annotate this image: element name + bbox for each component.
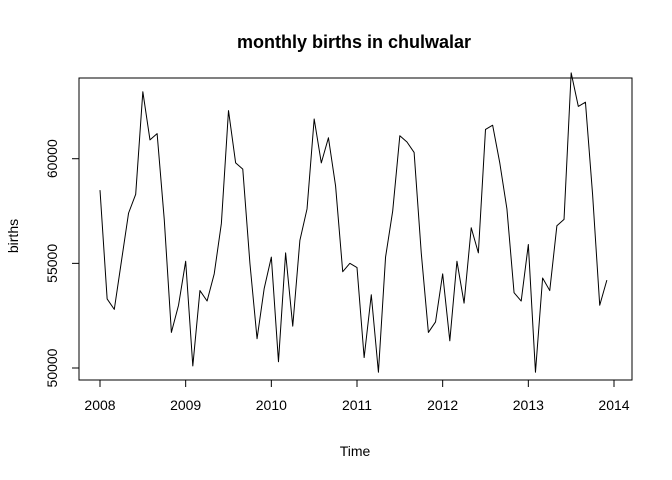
x-axis-label: Time bbox=[340, 443, 371, 459]
y-axis-label: births bbox=[5, 219, 21, 253]
x-axis: 2008 2009 2010 2011 2012 2013 2014 bbox=[84, 379, 630, 413]
x-tick-label: 2010 bbox=[256, 397, 287, 413]
x-tick-label: 2011 bbox=[342, 397, 372, 413]
chart-title: monthly births in chulwalar bbox=[237, 32, 471, 52]
x-tick-label: 2012 bbox=[427, 397, 458, 413]
y-tick-label: 60000 bbox=[44, 139, 60, 178]
y-tick-label: 55000 bbox=[44, 244, 60, 283]
series-line-0 bbox=[99, 72, 608, 373]
x-tick-label: 2013 bbox=[513, 397, 544, 413]
x-tick-label: 2014 bbox=[598, 397, 629, 413]
x-tick-label: 2008 bbox=[84, 397, 115, 413]
series-layer bbox=[99, 72, 608, 373]
y-tick-label: 50000 bbox=[44, 348, 60, 387]
y-axis: 50000 55000 60000 bbox=[44, 139, 80, 387]
plot-area-frame bbox=[78, 77, 633, 381]
x-tick-label: 2009 bbox=[170, 397, 201, 413]
